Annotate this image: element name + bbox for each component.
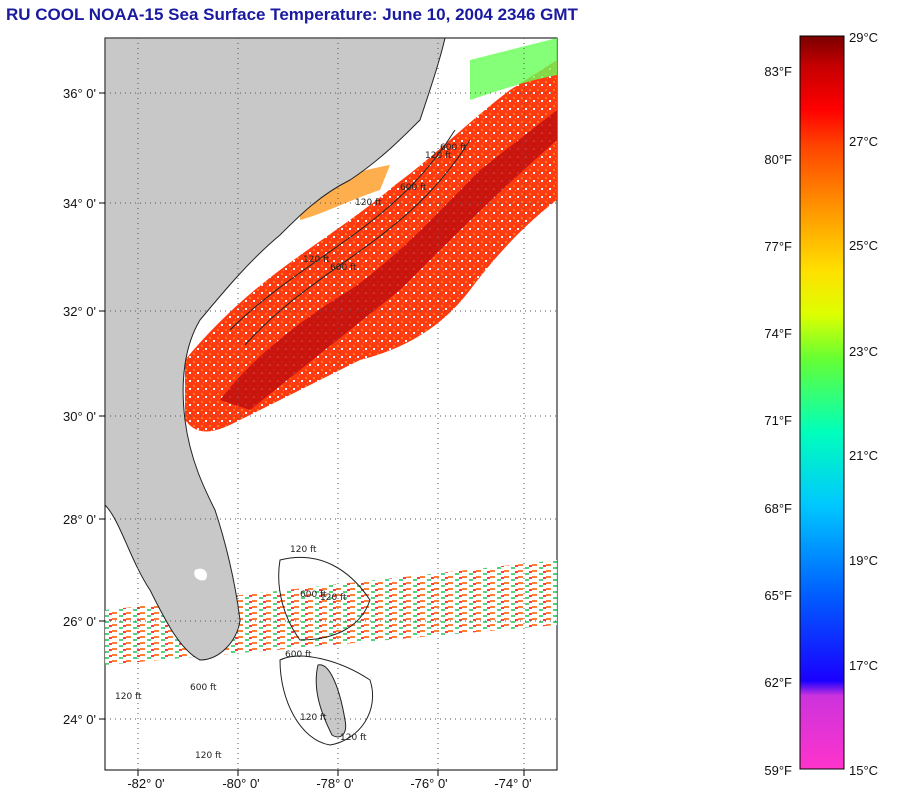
contour-label: 600 ft (300, 590, 327, 600)
map-title: RU COOL NOAA-15 Sea Surface Temperature:… (6, 5, 578, 24)
contour-label: 600 ft (440, 143, 467, 153)
contour-label: 120 ft (300, 713, 327, 723)
sst-plume (185, 60, 557, 432)
map-grid (105, 38, 557, 770)
contour-label: 600 ft (400, 183, 427, 193)
map-panel: 36° 0' 34° 0' 32° 0' 30° 0' 28° 0' 26° 0… (63, 37, 558, 791)
lat-label-34: 34° 0' (63, 196, 96, 211)
lon-label-76: -76° 0' (410, 776, 447, 791)
lat-label-32: 32° 0' (63, 304, 96, 319)
cb-f-68: 68°F (764, 501, 792, 516)
cb-c-23: 23°C (849, 344, 878, 359)
land-mass-us (105, 38, 446, 661)
contour-label: 120 ft (290, 545, 317, 555)
cb-c-15: 15°C (849, 763, 878, 778)
lat-label-30: 30° 0' (63, 409, 96, 424)
cb-f-62: 62°F (764, 675, 792, 690)
contour-label: 120 ft (425, 151, 452, 161)
cb-f-65: 65°F (764, 588, 792, 603)
cb-c-29: 29°C (849, 30, 878, 45)
cb-c-17: 17°C (849, 658, 878, 673)
colorbar-gradient (799, 35, 845, 770)
contour-label: 120 ft (355, 198, 382, 208)
lon-label-80: -80° 0' (222, 776, 259, 791)
contour-label: 120 ft (195, 751, 222, 761)
contour-label: 120 ft (303, 255, 330, 265)
lat-label-24: 24° 0' (63, 712, 96, 727)
cb-c-21: 21°C (849, 448, 878, 463)
contour-label: 600 ft (190, 683, 217, 693)
contour-label: 600 ft (330, 263, 357, 273)
cb-f-80: 80°F (764, 152, 792, 167)
contour-label: 120 ft (320, 593, 347, 603)
contour-label: 120 ft (115, 692, 142, 702)
cb-c-19: 19°C (849, 553, 878, 568)
lat-label-26: 26° 0' (63, 614, 96, 629)
colorbar: 29°C 27°C 25°C 23°C 21°C 19°C 17°C 15°C … (764, 30, 878, 778)
cb-c-27: 27°C (849, 134, 878, 149)
cb-f-77: 77°F (764, 239, 792, 254)
cb-c-25: 25°C (849, 238, 878, 253)
contour-label: 120 ft (340, 733, 367, 743)
lon-label-74: -74° 0' (494, 776, 531, 791)
lat-label-36: 36° 0' (63, 86, 96, 101)
contour-label: 600 ft (285, 650, 312, 660)
cb-f-83: 83°F (764, 64, 792, 79)
cb-f-74: 74°F (764, 326, 792, 341)
lat-label-28: 28° 0' (63, 512, 96, 527)
lon-label-78: -78° 0' (316, 776, 353, 791)
cb-f-59: 59°F (764, 763, 792, 778)
cb-f-71: 71°F (764, 413, 792, 428)
lon-label-82: -82° 0' (127, 776, 164, 791)
